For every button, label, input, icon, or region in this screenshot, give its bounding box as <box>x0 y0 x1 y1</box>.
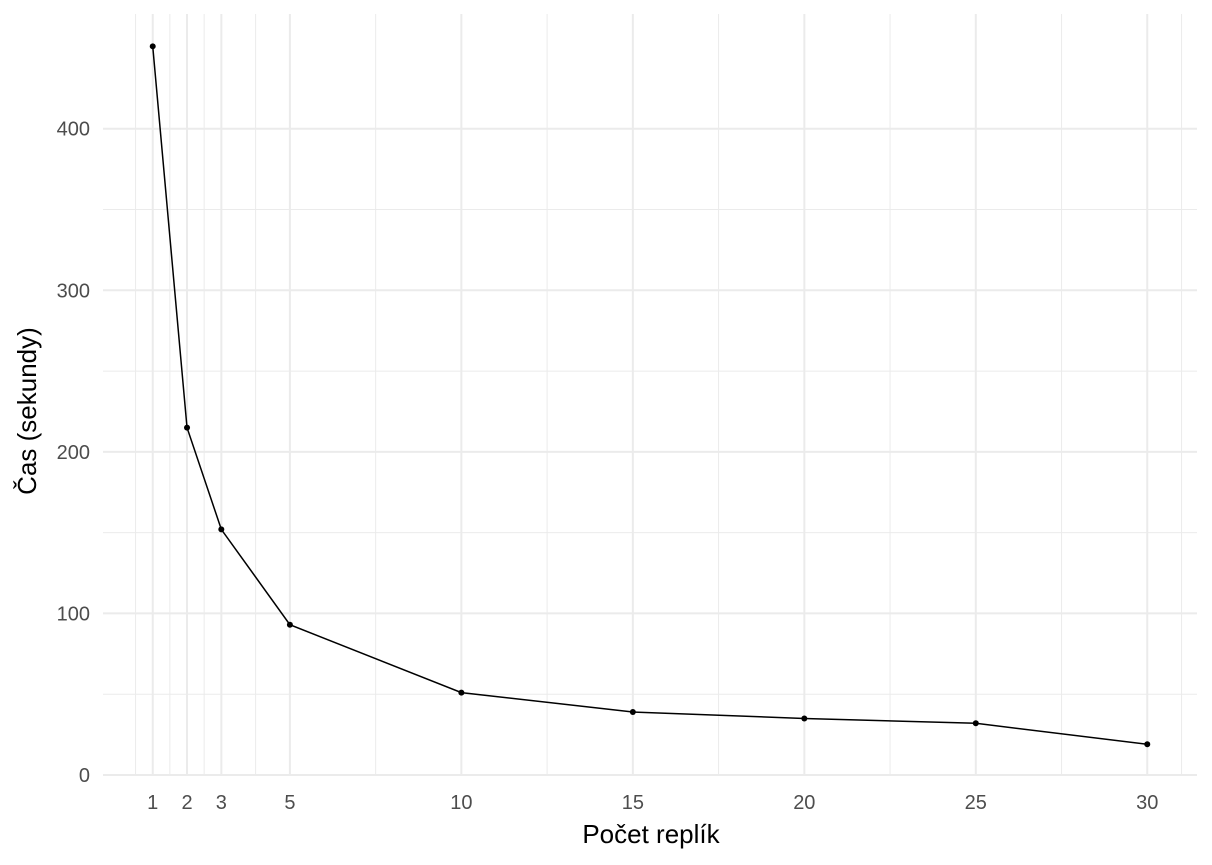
data-point <box>629 708 636 715</box>
y-tick-label: 300 <box>57 280 90 302</box>
y-tick-label: 400 <box>57 119 90 141</box>
x-tick-label: 10 <box>450 792 472 814</box>
data-point <box>218 526 225 533</box>
data-point <box>801 715 808 722</box>
x-tick-label: 20 <box>793 792 815 814</box>
x-tick-label: 5 <box>284 792 295 814</box>
grid <box>103 14 1197 776</box>
data-point <box>286 621 293 628</box>
data-point <box>458 689 465 696</box>
y-tick-label: 200 <box>57 442 90 464</box>
data-point <box>972 720 979 727</box>
series-line-group <box>149 43 1151 748</box>
y-axis-title: Čas (sekundy) <box>12 327 42 495</box>
x-tick-label: 25 <box>965 792 987 814</box>
y-tick-label: 100 <box>57 603 90 625</box>
x-tick-label: 2 <box>181 792 192 814</box>
data-point <box>1144 741 1151 748</box>
x-tick-label: 3 <box>216 792 227 814</box>
data-point <box>149 43 156 50</box>
y-tick-label: 0 <box>79 765 90 787</box>
x-tick-label: 1 <box>147 792 158 814</box>
data-point <box>184 424 191 431</box>
x-tick-label: 15 <box>622 792 644 814</box>
x-tick-label: 30 <box>1136 792 1158 814</box>
series-line <box>151 46 1148 746</box>
x-axis-title: Počet replík <box>582 819 720 849</box>
